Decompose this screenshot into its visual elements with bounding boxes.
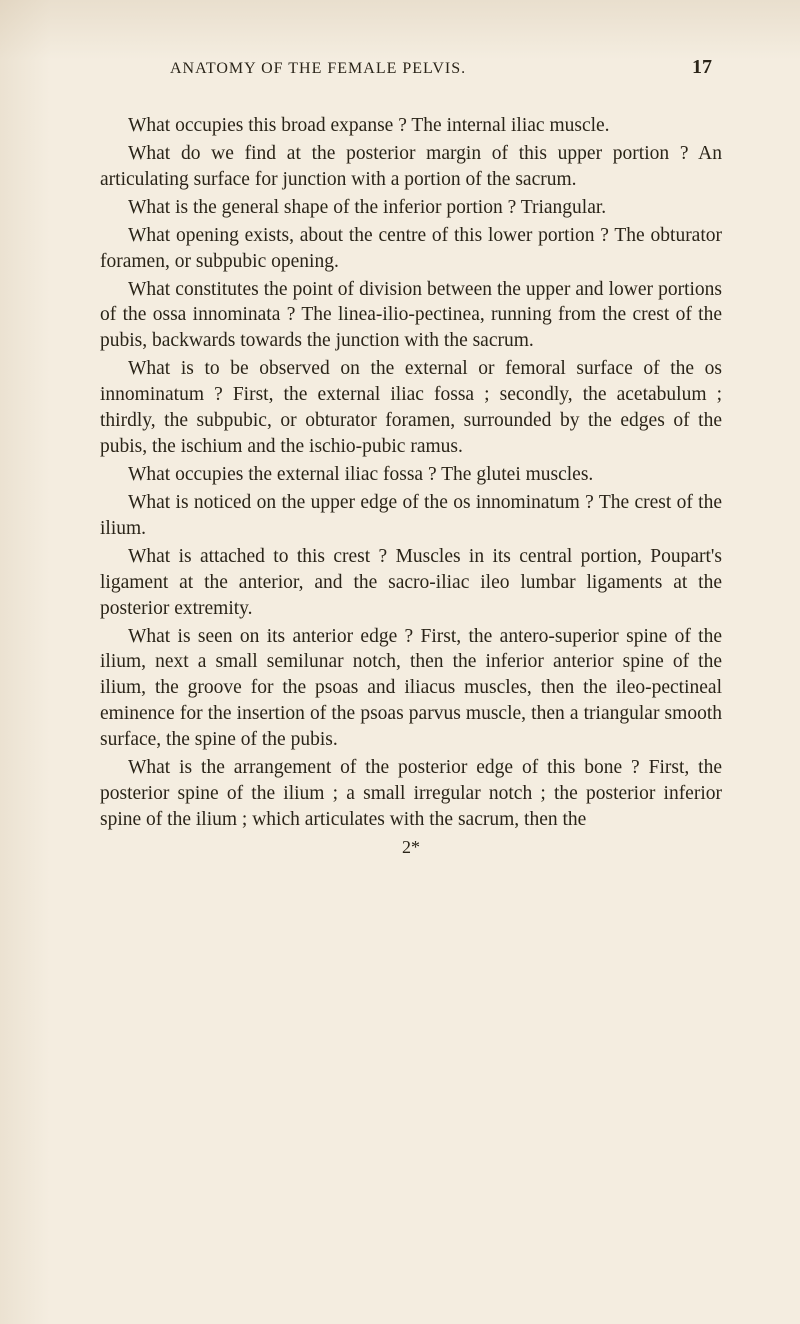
paragraph: What do we find at the posterior margin …	[100, 141, 722, 193]
paragraph: What is the arrangement of the posterior…	[100, 755, 722, 833]
paragraph: What is noticed on the upper edge of the…	[100, 490, 722, 542]
body-text: What occupies this broad expanse ? The i…	[100, 113, 722, 833]
paragraph: What is seen on its anterior edge ? Firs…	[100, 624, 722, 754]
signature-mark: 2*	[100, 837, 722, 858]
paragraph: What is to be observed on the external o…	[100, 356, 722, 460]
paragraph: What is the general shape of the inferio…	[100, 195, 722, 221]
paragraph: What opening exists, about the centre of…	[100, 223, 722, 275]
page-header: ANATOMY OF THE FEMALE PELVIS. 17	[100, 56, 722, 79]
running-header: ANATOMY OF THE FEMALE PELVIS.	[170, 60, 466, 78]
paragraph: What occupies this broad expanse ? The i…	[100, 113, 722, 139]
paragraph: What is attached to this crest ? Muscles…	[100, 544, 722, 622]
page-number: 17	[692, 56, 722, 79]
paragraph: What constitutes the point of division b…	[100, 277, 722, 355]
paragraph: What occupies the external iliac fossa ?…	[100, 462, 722, 488]
page-content: ANATOMY OF THE FEMALE PELVIS. 17 What oc…	[0, 0, 800, 898]
